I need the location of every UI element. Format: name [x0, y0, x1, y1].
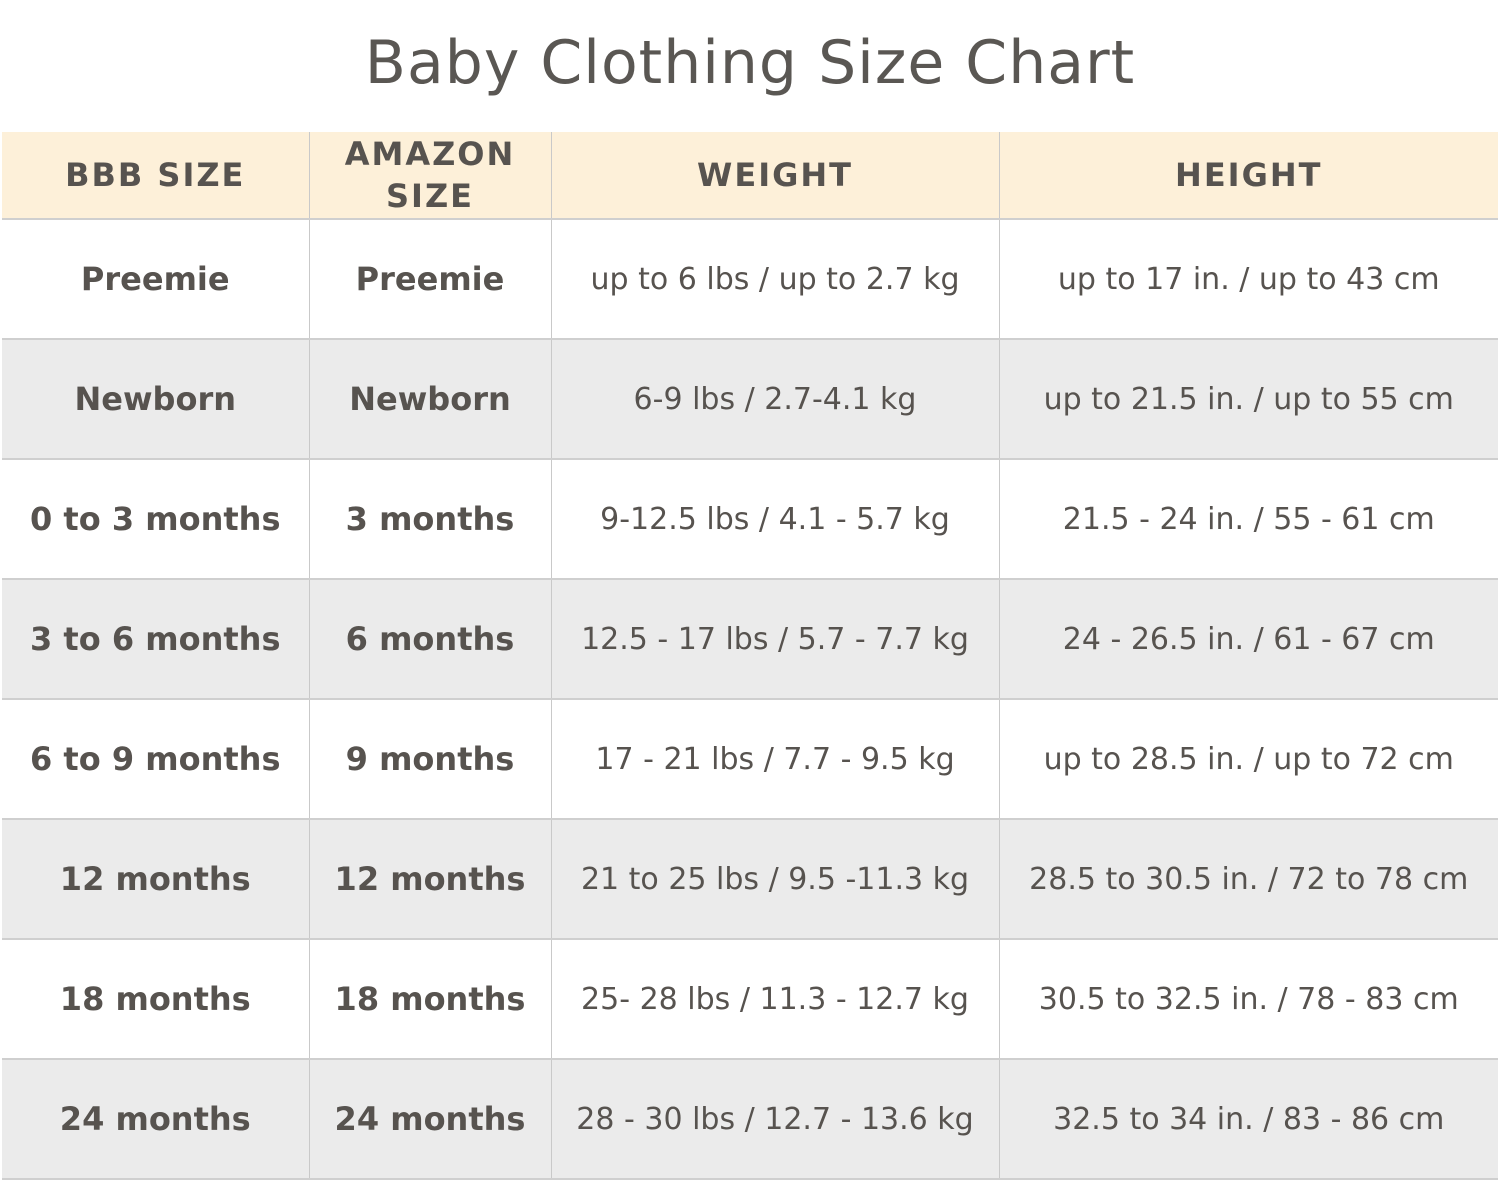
bbb-size-cell: 6 to 9 months [2, 698, 309, 819]
height-cell: 24 - 26.5 in. / 61 - 67 cm [998, 578, 1498, 699]
table-row: 12 months 12 months 21 to 25 lbs / 9.5 -11… [2, 818, 1498, 939]
header-bbb-size: BBB SIZE [2, 132, 309, 219]
bbb-size-cell: 24 months [2, 1058, 309, 1180]
table-row: Preemie Preemie up to 6 lbs / up to 2.7 kg… [2, 218, 1498, 339]
height-cell: 21.5 - 24 in. / 55 - 61 cm [998, 458, 1498, 579]
header-amazon-size: AMAZON SIZE [308, 132, 551, 219]
height-cell: 32.5 to 34 in. / 83 - 86 cm [998, 1058, 1498, 1180]
height-cell: up to 28.5 in. / up to 72 cm [998, 698, 1498, 819]
table-row: Newborn Newborn 6-9 lbs / 2.7-4.1 kg up to … [2, 338, 1498, 459]
table-row: 6 to 9 months 9 months 17 - 21 lbs / 7.7 -… [2, 698, 1498, 819]
amazon-size-cell: 6 months [308, 578, 551, 699]
weight-cell: 12.5 - 17 lbs / 5.7 - 7.7 kg [550, 578, 999, 699]
bbb-size-cell: 12 months [2, 818, 309, 939]
header-row: BBB SIZE AMAZON SIZE WEIGHT HEIGHT [2, 132, 1498, 219]
weight-cell: 17 - 21 lbs / 7.7 - 9.5 kg [550, 698, 999, 819]
bbb-size-cell: Preemie [2, 218, 309, 339]
header-weight: WEIGHT [550, 132, 999, 219]
weight-cell: up to 6 lbs / up to 2.7 kg [550, 218, 999, 339]
weight-cell: 9-12.5 lbs / 4.1 - 5.7 kg [550, 458, 999, 579]
bbb-size-cell: 0 to 3 months [2, 458, 309, 579]
page-title: Baby Clothing Size Chart [364, 28, 1136, 99]
table-row: 18 months 18 months 25- 28 lbs / 11.3 - 12… [2, 938, 1498, 1059]
height-cell: up to 21.5 in. / up to 55 cm [998, 338, 1498, 459]
table-row: 24 months 24 months 28 - 30 lbs / 12.7 - 1… [2, 1058, 1498, 1180]
amazon-size-cell: 9 months [308, 698, 551, 819]
weight-cell: 21 to 25 lbs / 9.5 -11.3 kg [550, 818, 999, 939]
header-height: HEIGHT [998, 132, 1498, 219]
bbb-size-cell: Newborn [2, 338, 309, 459]
table-row: 3 to 6 months 6 months 12.5 - 17 lbs / 5.7… [2, 578, 1498, 699]
amazon-size-cell: 18 months [308, 938, 551, 1059]
bbb-size-cell: 18 months [2, 938, 309, 1059]
weight-cell: 28 - 30 lbs / 12.7 - 13.6 kg [550, 1058, 999, 1180]
weight-cell: 25- 28 lbs / 11.3 - 12.7 kg [550, 938, 999, 1059]
bbb-size-cell: 3 to 6 months [2, 578, 309, 699]
amazon-size-cell: 3 months [308, 458, 551, 579]
height-cell: 30.5 to 32.5 in. / 78 - 83 cm [998, 938, 1498, 1059]
weight-cell: 6-9 lbs / 2.7-4.1 kg [550, 338, 999, 459]
size-chart-table: BBB SIZE AMAZON SIZE WEIGHT HEIGHT Preem… [2, 132, 1498, 1180]
amazon-size-cell: 12 months [308, 818, 551, 939]
amazon-size-cell: 24 months [308, 1058, 551, 1180]
amazon-size-cell: Preemie [308, 218, 551, 339]
amazon-size-cell: Newborn [308, 338, 551, 459]
height-cell: up to 17 in. / up to 43 cm [998, 218, 1498, 339]
table-row: 0 to 3 months 3 months 9-12.5 lbs / 4.1 - … [2, 458, 1498, 579]
height-cell: 28.5 to 30.5 in. / 72 to 78 cm [998, 818, 1498, 939]
